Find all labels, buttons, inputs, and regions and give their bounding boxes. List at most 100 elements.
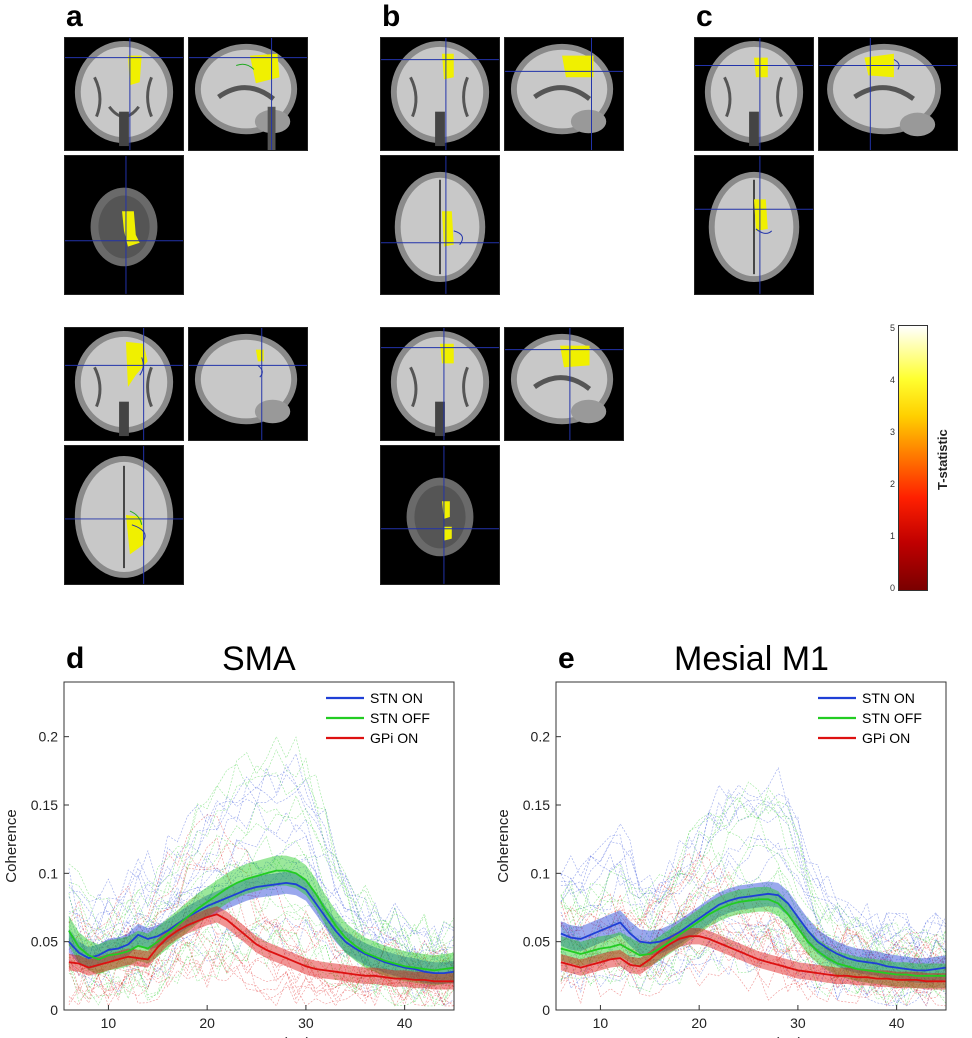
subject-trace xyxy=(68,860,454,986)
subject-trace xyxy=(68,814,454,971)
subject-trace xyxy=(68,836,454,983)
y-tick-label: 0.05 xyxy=(31,934,58,950)
subject-trace xyxy=(560,781,946,960)
colorbar-tick: 2 xyxy=(890,479,896,489)
coronal-brain-image xyxy=(381,328,499,440)
mri-coronal-b1 xyxy=(380,37,500,151)
mri-axial-a2 xyxy=(64,445,184,585)
subject-trace xyxy=(560,945,946,1007)
subject-trace xyxy=(560,936,946,1000)
subject-trace xyxy=(560,905,946,994)
subject-trace xyxy=(560,844,946,980)
subject-trace xyxy=(560,804,946,965)
series-band-0 xyxy=(68,872,454,984)
axial-brain-image xyxy=(65,156,183,294)
colorbar-gradient xyxy=(898,325,928,591)
x-tick-label: 10 xyxy=(101,1015,117,1031)
x-tick-label: 20 xyxy=(691,1015,707,1031)
y-tick-label: 0.1 xyxy=(39,865,59,881)
series-group xyxy=(68,855,454,990)
x-tick-label: 40 xyxy=(889,1015,905,1031)
subject-trace xyxy=(560,815,946,976)
subject-trace xyxy=(560,905,946,990)
subject-trace xyxy=(560,793,946,944)
subject-trace xyxy=(560,836,946,969)
mri-sagittal-a1 xyxy=(188,37,308,151)
legend-label: GPi ON xyxy=(862,730,910,746)
series-line-2 xyxy=(68,913,454,983)
subject-trace xyxy=(560,872,946,970)
y-axis-label: Coherence xyxy=(3,809,20,882)
series-line-0 xyxy=(560,892,946,972)
coronal-brain-image xyxy=(65,328,183,440)
chart-title-sma: SMA xyxy=(222,640,296,678)
panel-label-c: c xyxy=(696,0,713,33)
x-tick-label: 20 xyxy=(199,1015,215,1031)
panel-label-d: d xyxy=(66,642,85,675)
subject-trace xyxy=(68,772,454,964)
legend-label: STN ON xyxy=(862,690,915,706)
subject-trace xyxy=(560,833,946,973)
subject-trace xyxy=(68,835,454,983)
subject-trace xyxy=(560,805,946,970)
y-tick-label: 0.1 xyxy=(531,865,551,881)
subject-trace xyxy=(560,852,946,980)
series-band-0 xyxy=(560,881,946,983)
subject-trace xyxy=(560,923,946,1007)
coronal-brain-image xyxy=(65,38,183,150)
axial-brain-image xyxy=(381,446,499,584)
subject-trace xyxy=(68,749,454,956)
subject-trace xyxy=(68,930,454,1007)
subject-trace xyxy=(560,891,946,985)
subject-trace xyxy=(68,933,454,1007)
legend-label: STN OFF xyxy=(862,710,922,726)
chart-svg: 00.050.10.150.210203040Frequency (Hz)Coh… xyxy=(3,681,455,1038)
subject-trace xyxy=(560,935,946,1007)
subject-trace xyxy=(68,849,454,972)
subject-trace xyxy=(560,930,946,1006)
panel-label-a: a xyxy=(66,0,83,33)
subject-trace xyxy=(560,795,946,965)
subject-trace xyxy=(68,953,454,1007)
subject-trace xyxy=(560,883,946,991)
colorbar-tick: 3 xyxy=(890,427,896,437)
subject-trace xyxy=(560,787,946,956)
axial-brain-image xyxy=(65,446,183,584)
mri-axial-a1 xyxy=(64,155,184,295)
subject-trace xyxy=(68,918,454,1001)
mri-sagittal-a2 xyxy=(188,327,308,441)
axial-brain-image xyxy=(695,156,813,294)
mri-sagittal-b2 xyxy=(504,327,624,441)
subject-trace xyxy=(560,931,946,1007)
subject-trace xyxy=(68,947,454,1007)
sagittal-brain-image xyxy=(505,328,623,440)
chart-title-mesial-m1: Mesial M1 xyxy=(674,640,829,678)
coherence-chart-mesial-m1: 00.050.10.150.210203040Frequency (Hz)Coh… xyxy=(492,681,962,1038)
mri-coronal-a1 xyxy=(64,37,184,151)
subject-trace xyxy=(68,927,454,1006)
subject-trace xyxy=(68,862,454,985)
subject-trace xyxy=(68,763,454,953)
sagittal-brain-image xyxy=(189,328,307,440)
x-tick-label: 40 xyxy=(397,1015,413,1031)
mri-sagittal-b1 xyxy=(504,37,624,151)
subject-trace xyxy=(68,911,454,1000)
subject-trace xyxy=(68,778,454,958)
colorbar-label: T-statistic xyxy=(935,429,950,490)
subject-trace xyxy=(68,802,454,969)
subject-trace xyxy=(68,866,454,981)
subject-trace xyxy=(560,910,946,997)
subject-trace xyxy=(560,892,946,983)
subject-trace xyxy=(68,773,454,955)
y-tick-label: 0.05 xyxy=(523,934,550,950)
sagittal-brain-image xyxy=(819,38,957,150)
subject-trace xyxy=(560,963,946,1007)
series-line-1 xyxy=(68,869,454,972)
axial-brain-image xyxy=(381,156,499,294)
colorbar-tick: 0 xyxy=(890,583,896,593)
subject-trace xyxy=(68,735,454,952)
sagittal-brain-image xyxy=(505,38,623,150)
subject-trace xyxy=(68,893,454,995)
series-band-2 xyxy=(560,928,946,990)
subject-trace xyxy=(560,922,946,1006)
